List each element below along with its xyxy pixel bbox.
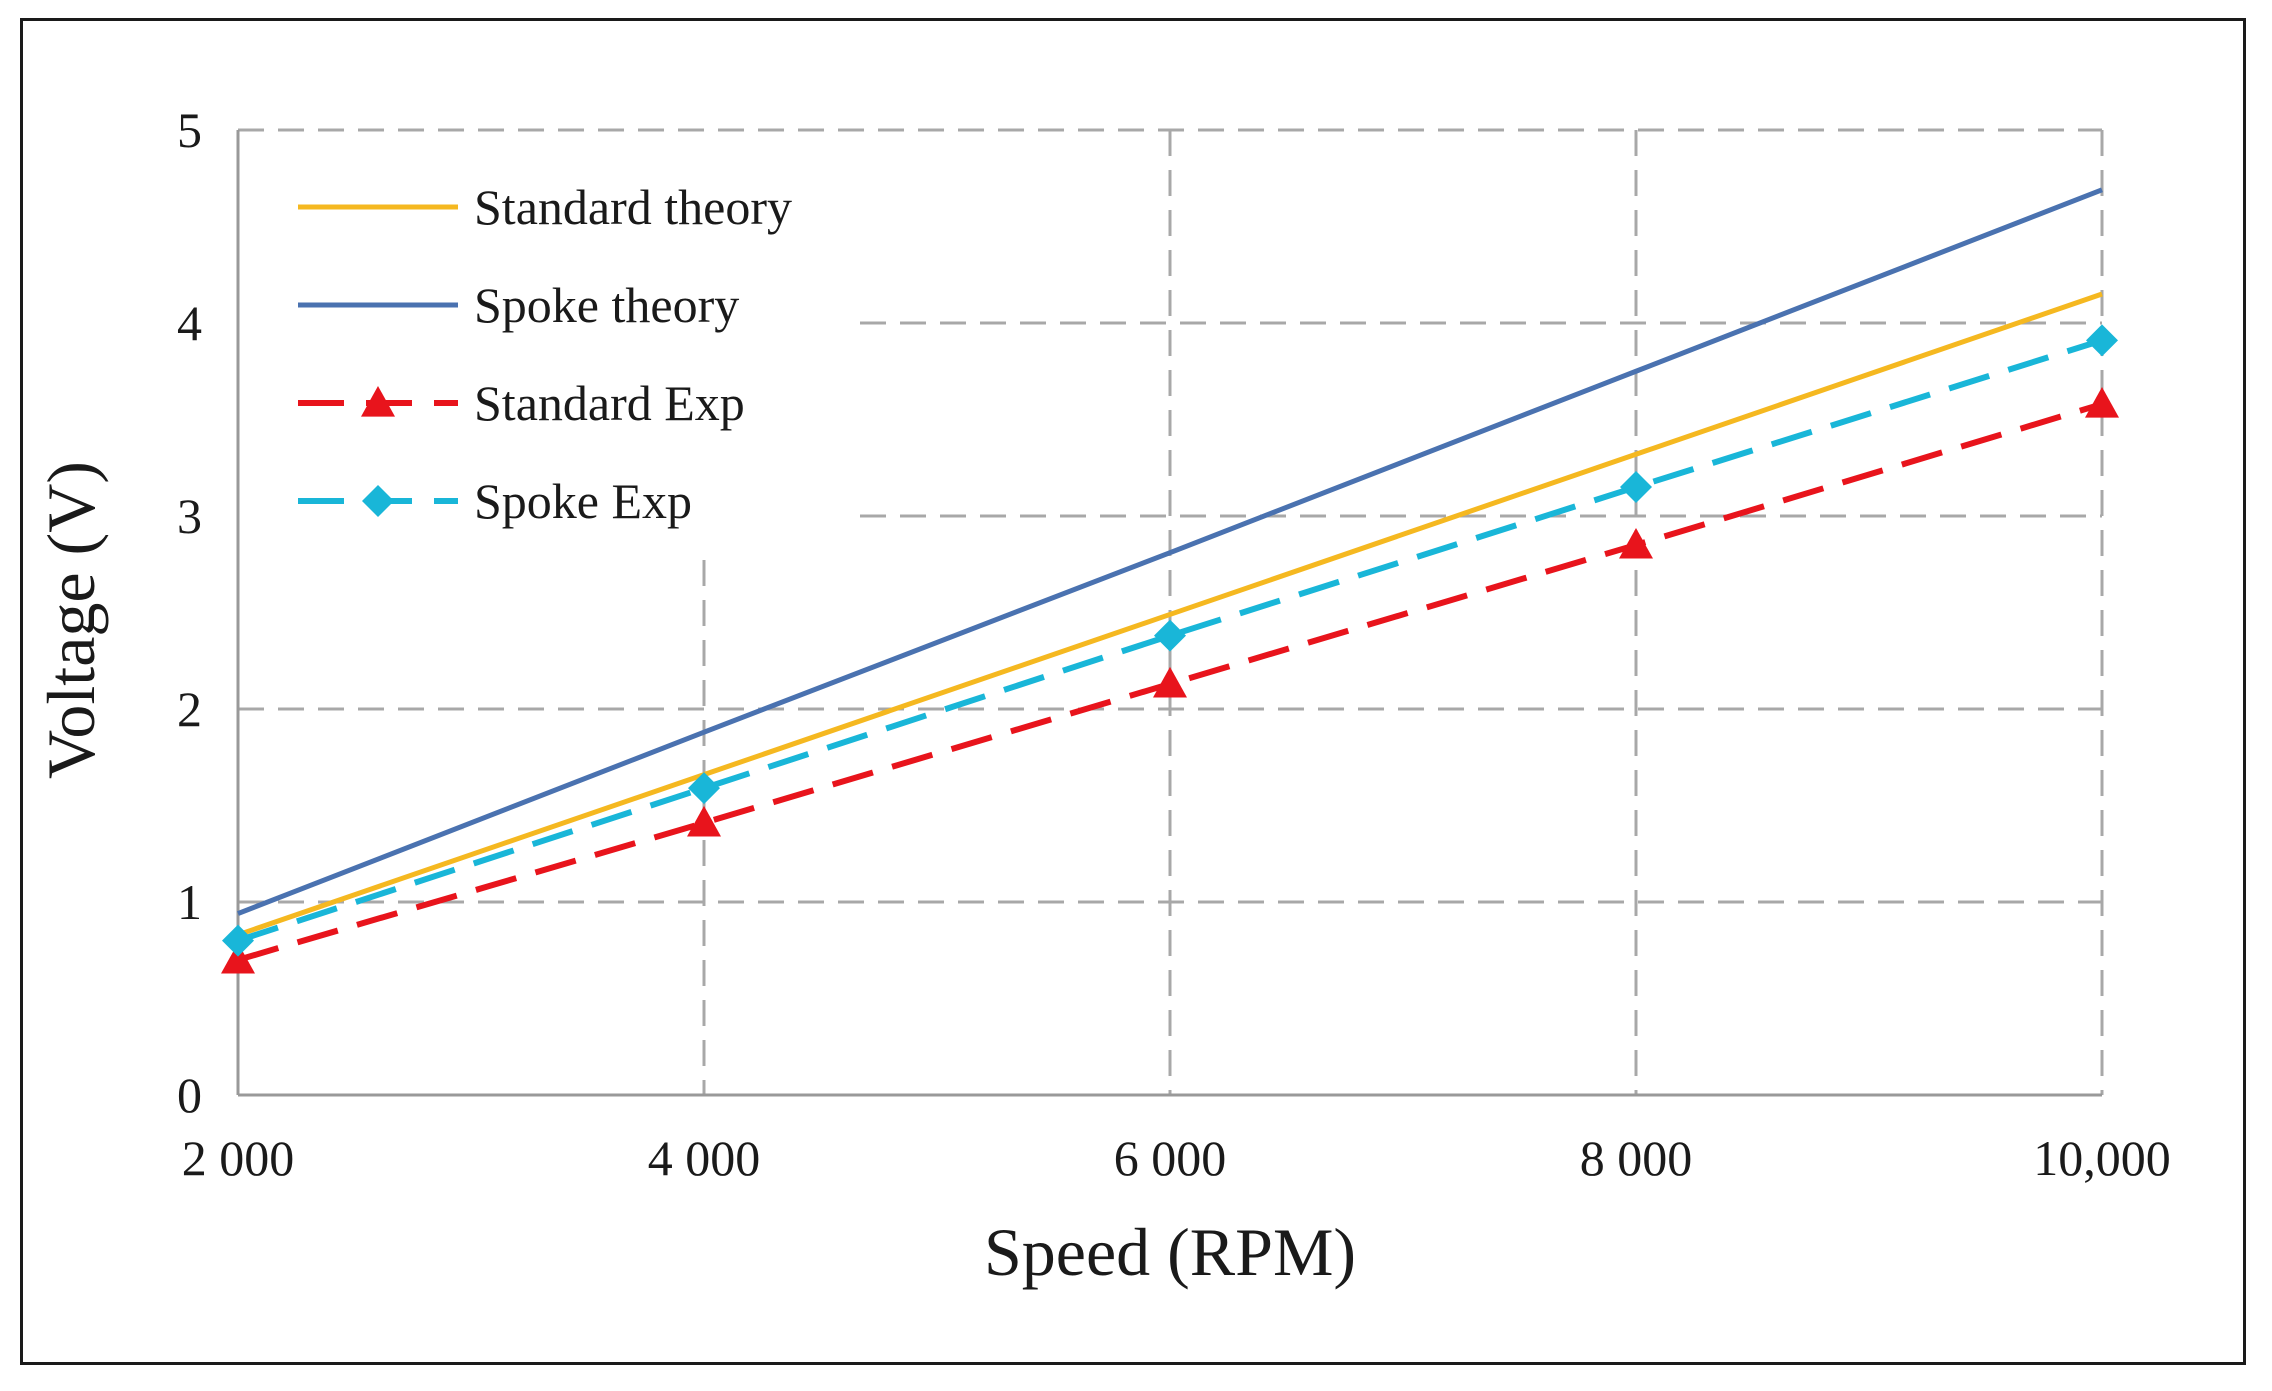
series-line-standard-exp xyxy=(237,401,2103,963)
data-point-spoke-exp-4000 xyxy=(688,772,720,805)
legend: Standard theory Spoke theory Standard Exp S… xyxy=(298,179,792,529)
legend-label-spoke-theory: Spoke theory xyxy=(474,277,739,333)
data-point-spoke-exp-10000 xyxy=(2086,324,2118,357)
series-line-standard-theory xyxy=(237,291,2103,938)
y-axis-title: Voltage (V) xyxy=(33,461,109,779)
series-lines xyxy=(221,187,2119,974)
x-tick-label-4000: 4 000 xyxy=(648,1130,761,1186)
y-tick-label-2: 2 xyxy=(177,681,202,737)
legend-label-spoke-exp: Spoke Exp xyxy=(474,473,692,529)
x-tick-label-8000: 8 000 xyxy=(1580,1130,1693,1186)
x-tick-label-2000: 2 000 xyxy=(182,1130,295,1186)
data-point-spoke-exp-8000 xyxy=(1620,471,1652,504)
data-point-spoke-exp-2000 xyxy=(222,924,254,957)
series-line-spoke-theory xyxy=(237,187,2103,916)
x-tick-label-6000: 6 000 xyxy=(1114,1130,1227,1186)
y-tick-label-4: 4 xyxy=(177,295,202,351)
data-point-standard-exp-4000 xyxy=(687,805,721,837)
y-tick-label-5: 5 xyxy=(177,102,202,158)
series-line-spoke-exp xyxy=(237,337,2103,944)
data-point-standard-exp-6000 xyxy=(1153,666,1187,698)
x-axis-title: Speed (RPM) xyxy=(984,1214,1356,1290)
legend-marker-standard-exp xyxy=(361,386,395,417)
y-tick-label-3: 3 xyxy=(177,488,202,544)
y-tick-label-0: 0 xyxy=(177,1067,202,1123)
data-point-standard-exp-10000 xyxy=(2085,387,2119,418)
data-point-spoke-exp-6000 xyxy=(1154,619,1186,652)
legend-marker-spoke-exp xyxy=(362,485,394,517)
data-point-standard-exp-2000 xyxy=(221,942,255,974)
grid-lines xyxy=(238,128,2104,1095)
y-tick-label-1: 1 xyxy=(177,874,202,930)
tick-labels: 0 1 2 3 4 5 2 000 4 000 6 000 8 000 10,000 xyxy=(177,102,2171,1186)
chart-frame xyxy=(20,18,2246,1365)
legend-label-standard-exp: Standard Exp xyxy=(474,375,745,431)
legend-label-standard-theory: Standard theory xyxy=(474,179,792,235)
data-point-standard-exp-8000 xyxy=(1619,527,1653,559)
x-tick-label-10000: 10,000 xyxy=(2033,1130,2171,1186)
